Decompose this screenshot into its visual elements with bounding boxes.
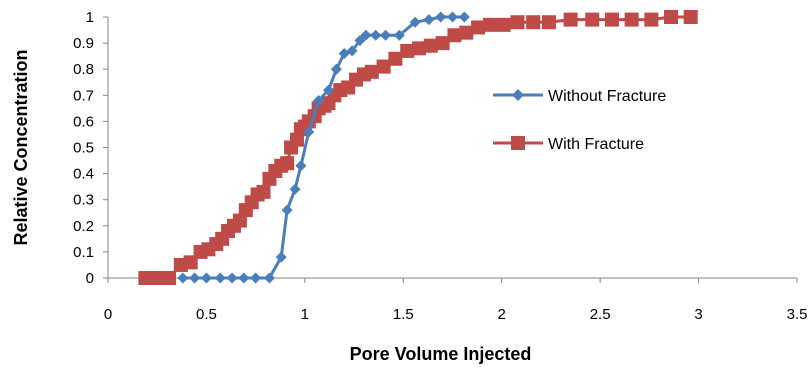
- data-point-diamond: [200, 272, 212, 284]
- data-point-square: [435, 36, 450, 51]
- data-point-diamond: [370, 29, 382, 41]
- y-axis-ticks: 0 0.1 0.2 0.3 0.4 0.5 0.6 0.7 0.8 0.9 1: [73, 9, 108, 287]
- data-point-diamond: [393, 29, 405, 41]
- data-point-diamond: [423, 14, 435, 26]
- legend-item-with-fracture: With Fracture: [493, 136, 644, 153]
- data-point-diamond: [295, 160, 307, 172]
- data-point-diamond: [435, 11, 447, 23]
- data-point-diamond: [238, 272, 250, 284]
- data-point-diamond: [346, 45, 358, 57]
- data-point-square: [496, 17, 511, 32]
- y-tick-label: 0.2: [73, 218, 94, 235]
- data-point-diamond: [313, 95, 325, 107]
- data-point-diamond: [189, 272, 201, 284]
- data-point-square: [256, 184, 271, 199]
- x-axis-ticks: 0 0.5 1 1.5 2 2.5 3 3.5: [104, 278, 808, 323]
- data-point-square: [471, 20, 486, 35]
- data-point-diamond: [281, 204, 293, 216]
- data-point-diamond: [458, 11, 470, 23]
- y-tick-label: 0.3: [73, 192, 94, 209]
- y-tick-label: 0.1: [73, 244, 94, 261]
- data-point-diamond: [330, 63, 342, 75]
- series-without-fracture: [177, 11, 470, 284]
- data-point-square: [162, 271, 177, 285]
- data-point-square: [364, 64, 379, 79]
- data-point-diamond: [289, 183, 301, 195]
- data-point-square: [664, 10, 679, 24]
- y-tick-label: 0.6: [73, 113, 94, 130]
- data-point-square: [510, 15, 525, 30]
- x-tick-label: 0: [104, 306, 112, 323]
- data-point-square: [644, 12, 659, 27]
- data-point-diamond: [354, 34, 366, 46]
- x-axis-title: Pore Volume Injected: [350, 344, 532, 364]
- data-point-diamond: [263, 272, 275, 284]
- y-tick-label: 0.8: [73, 61, 94, 78]
- data-point-square: [280, 156, 295, 171]
- data-point-square: [624, 12, 639, 27]
- data-point-square: [526, 15, 541, 30]
- data-point-square: [376, 59, 391, 74]
- legend-marker-square: [511, 136, 525, 150]
- data-point-diamond: [177, 272, 189, 284]
- data-point-square: [400, 43, 415, 58]
- data-point-diamond: [380, 29, 392, 41]
- data-point-diamond: [360, 29, 372, 41]
- legend: Without Fracture With Fracture: [493, 88, 666, 153]
- series-layer: [138, 10, 698, 285]
- data-point-square: [388, 51, 403, 66]
- y-tick-label: 1: [86, 9, 94, 26]
- data-point-square: [482, 17, 497, 32]
- data-point-square: [604, 12, 619, 27]
- data-point-square: [563, 12, 578, 27]
- data-point-square: [585, 12, 600, 27]
- data-point-square: [459, 25, 474, 40]
- legend-marker-diamond: [512, 89, 524, 101]
- data-point-diamond: [214, 272, 226, 284]
- data-point-square: [412, 41, 427, 56]
- x-tick-label: 3.5: [787, 306, 808, 323]
- data-point-square: [683, 10, 698, 24]
- data-point-square: [150, 271, 165, 285]
- data-point-diamond: [447, 11, 458, 23]
- y-tick-label: 0.5: [73, 140, 94, 157]
- y-tick-label: 0.9: [73, 35, 94, 52]
- legend-label-with-fracture: With Fracture: [548, 136, 644, 153]
- data-point-square: [541, 15, 556, 30]
- x-tick-label: 2.5: [590, 306, 611, 323]
- data-point-diamond: [250, 272, 262, 284]
- series-line: [182, 15, 465, 280]
- data-point-diamond: [322, 84, 334, 96]
- data-point-diamond: [226, 272, 238, 284]
- plot-area: 0 0.5 1 1.5 2 2.5 3 3.5 00.10.20.30.40.50.60.70…: [73, 9, 807, 323]
- x-tick-label: 1: [301, 306, 309, 323]
- x-tick-label: 0.5: [196, 306, 217, 323]
- y-tick-label: 0.4: [73, 166, 94, 183]
- data-point-square: [423, 38, 438, 53]
- data-point-diamond: [303, 126, 315, 138]
- y-axis-title: Relative Concentration: [11, 49, 31, 245]
- y-tick-label: 0.7: [73, 87, 94, 104]
- x-tick-label: 3: [694, 306, 702, 323]
- data-point-diamond: [275, 251, 287, 263]
- x-tick-label: 2: [498, 306, 506, 323]
- data-point-square: [447, 28, 462, 43]
- data-point-diamond: [409, 16, 421, 28]
- legend-label-without-fracture: Without Fracture: [548, 88, 666, 105]
- legend-item-without-fracture: Without Fracture: [493, 88, 666, 105]
- x-tick-label: 1.5: [393, 306, 414, 323]
- y-tick-label: 0: [86, 270, 94, 287]
- data-point-square: [138, 271, 153, 285]
